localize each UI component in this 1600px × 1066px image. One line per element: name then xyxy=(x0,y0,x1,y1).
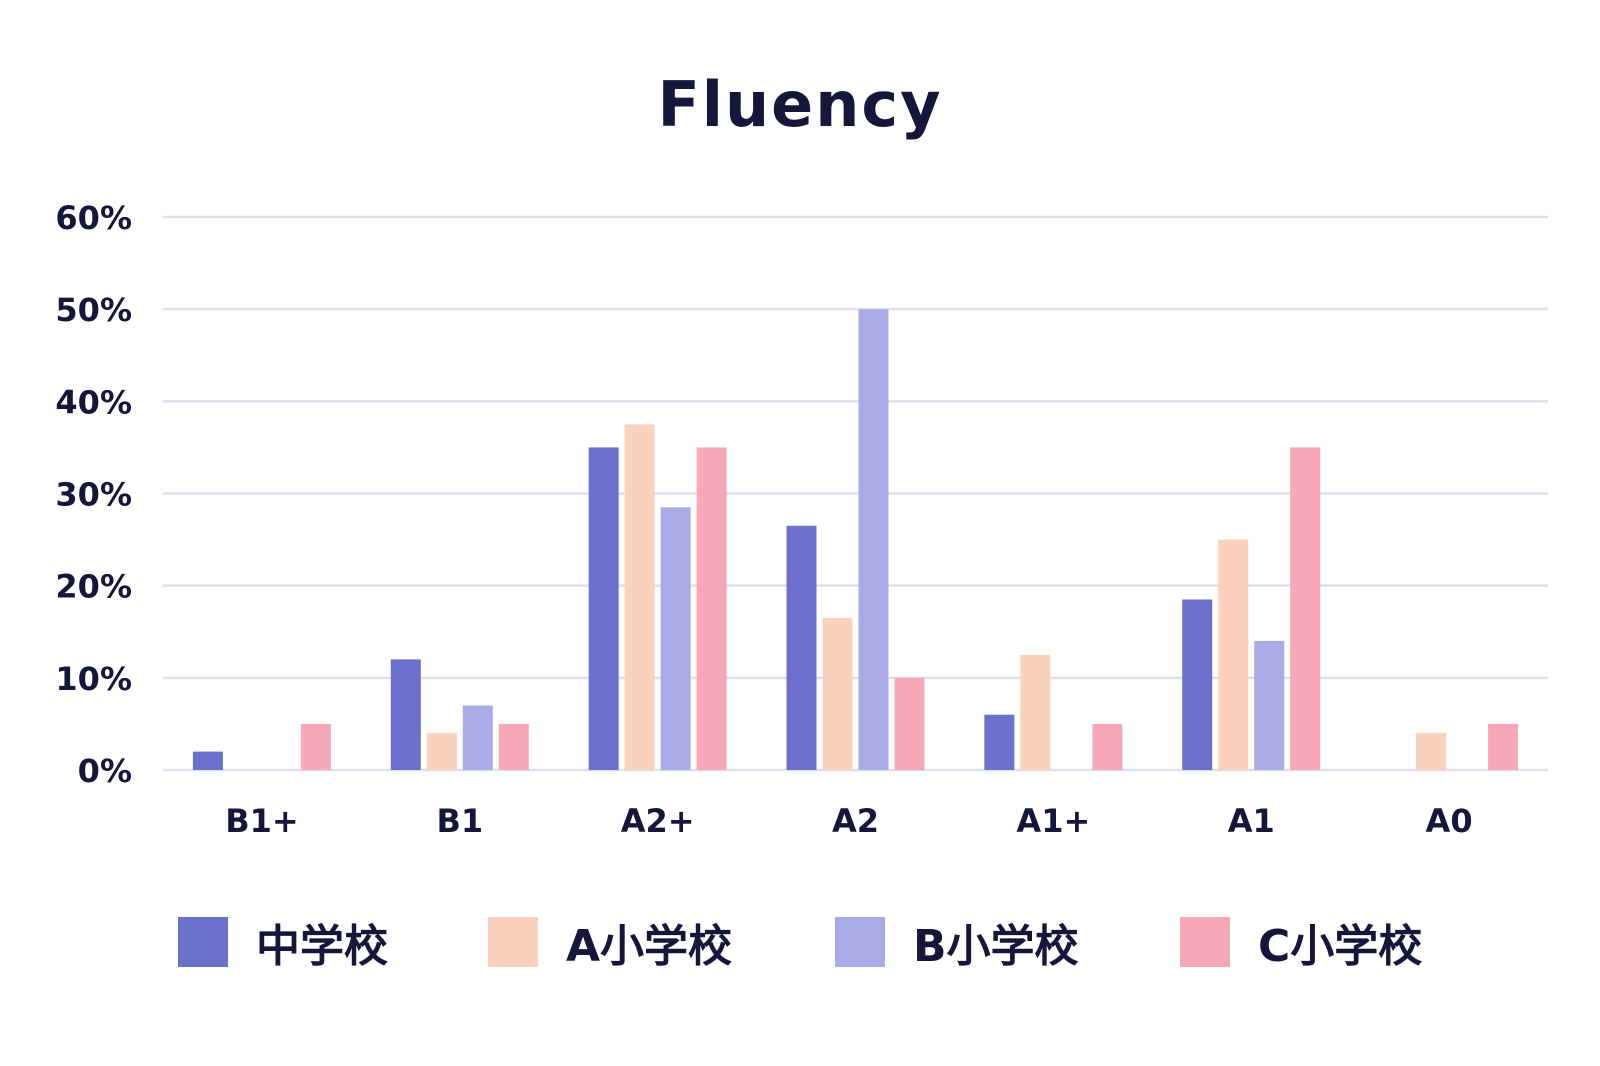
legend-swatch xyxy=(1180,917,1230,967)
bar-A2+-C小学校 xyxy=(696,447,727,770)
bar-A1+-A小学校 xyxy=(1020,654,1051,770)
bar-B1-B小学校 xyxy=(462,705,493,770)
bar-A1-中学校 xyxy=(1182,599,1213,770)
x-tick-label: A0 xyxy=(1426,802,1473,840)
y-tick-label: 60% xyxy=(55,199,132,237)
bar-B1+-中学校 xyxy=(192,751,223,770)
legend-item: A小学校 xyxy=(488,912,732,972)
legend-label: C小学校 xyxy=(1258,921,1423,972)
x-axis-ticks: B1+ B1 A2+ A2 A1+ A1 A0 xyxy=(225,802,1472,840)
bar-A2+-中学校 xyxy=(588,447,619,770)
chart-title: Fluency xyxy=(657,68,943,141)
x-tick-label: A2+ xyxy=(621,802,695,840)
bar-A0-C小学校 xyxy=(1488,723,1519,770)
y-tick-label: 10% xyxy=(55,660,132,698)
bar-B1-中学校 xyxy=(390,659,421,770)
bar-B1+-C小学校 xyxy=(300,723,331,770)
x-tick-label: B1 xyxy=(436,802,483,840)
legend-item: B小学校 xyxy=(835,912,1079,972)
x-tick-label: A1 xyxy=(1228,802,1275,840)
bar-A2-B小学校 xyxy=(858,309,889,770)
bar-A2-中学校 xyxy=(786,525,817,770)
y-tick-label: 0% xyxy=(78,752,132,790)
y-tick-label: 20% xyxy=(55,568,132,606)
legend-label: A小学校 xyxy=(566,921,733,972)
gridlines xyxy=(163,215,1548,772)
x-tick-label: A2 xyxy=(832,802,879,840)
y-tick-label: 50% xyxy=(55,291,132,329)
legend-swatch xyxy=(835,917,885,967)
bar-A1+-中学校 xyxy=(984,714,1015,770)
bar-A2+-A小学校 xyxy=(624,424,655,770)
legend-item: C小学校 xyxy=(1180,912,1422,972)
y-tick-label: 40% xyxy=(55,383,132,421)
bar-B1-A小学校 xyxy=(426,733,457,770)
legend-item: 中学校 xyxy=(178,912,388,972)
x-tick-label: B1+ xyxy=(225,802,298,840)
bars xyxy=(192,309,1519,770)
bar-A0-A小学校 xyxy=(1416,733,1447,770)
bar-A1-A小学校 xyxy=(1218,539,1249,770)
legend-label: B小学校 xyxy=(913,921,1079,972)
legend-label: 中学校 xyxy=(256,921,388,972)
legend: 中学校 A小学校 B小学校 C小学校 xyxy=(0,912,1600,972)
bar-B1-C小学校 xyxy=(498,723,529,770)
bar-A2+-B小学校 xyxy=(660,507,691,770)
bar-A1-B小学校 xyxy=(1254,640,1285,770)
bar-A1+-C小学校 xyxy=(1092,723,1123,770)
y-tick-label: 30% xyxy=(55,476,132,514)
bar-A2-A小学校 xyxy=(822,617,853,770)
bar-A1-C小学校 xyxy=(1290,447,1321,770)
x-tick-label: A1+ xyxy=(1016,802,1090,840)
legend-swatch xyxy=(488,917,538,967)
y-axis-ticks: 0% 10% 20% 30% 40% 50% 60% xyxy=(55,199,132,790)
bar-A2-C小学校 xyxy=(894,677,925,770)
legend-swatch xyxy=(178,917,228,967)
